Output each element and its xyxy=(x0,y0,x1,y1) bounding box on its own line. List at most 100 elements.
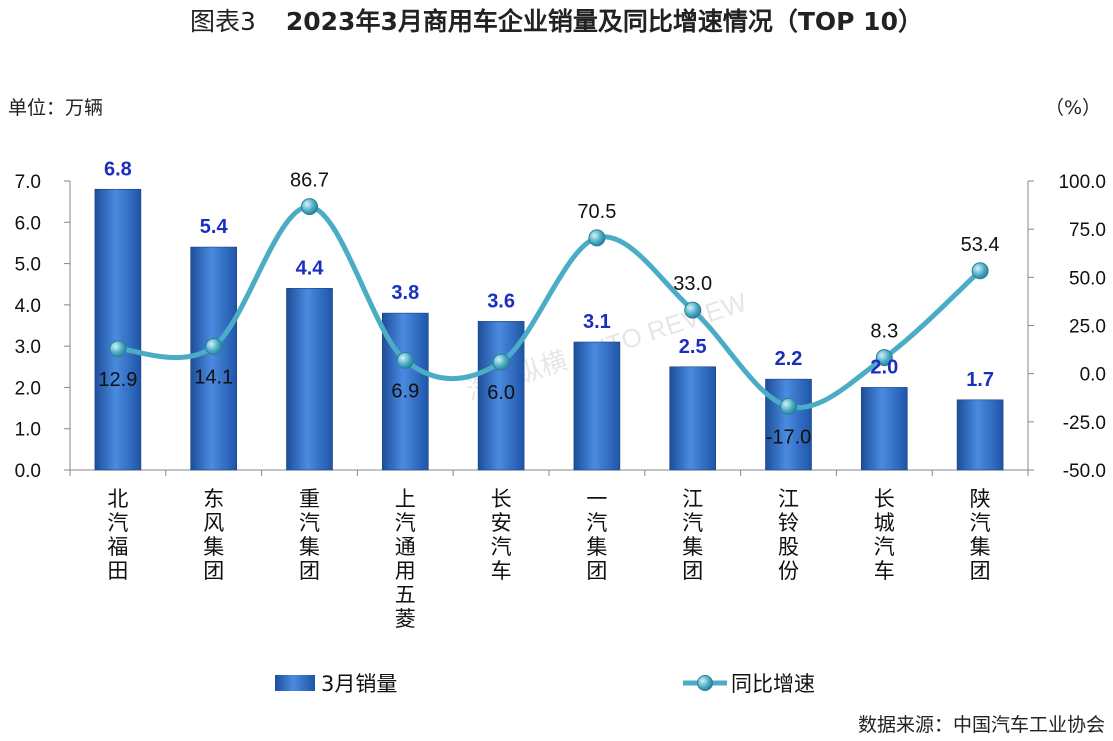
left-tick-label: 0.0 xyxy=(15,461,41,482)
category-label-char: 上 xyxy=(395,487,416,511)
category-label-char: 汽 xyxy=(395,511,416,535)
line-data-label: 86.7 xyxy=(290,170,329,192)
category-label-char: 团 xyxy=(203,559,224,583)
category-label-char: 集 xyxy=(970,535,991,559)
bar xyxy=(956,399,1004,471)
category-label-char: 汽 xyxy=(586,511,607,535)
category-label-char: 城 xyxy=(874,511,895,535)
left-tick-label: 6.0 xyxy=(15,213,41,234)
growth-rate-marker xyxy=(301,198,318,216)
bar xyxy=(94,188,142,471)
figure-label: 图表3 xyxy=(190,7,256,36)
right-axis-unit: （%） xyxy=(1044,97,1101,119)
category-label-char: 铃 xyxy=(778,511,799,535)
category-label-char: 集 xyxy=(299,535,320,559)
bar-data-label: 2.5 xyxy=(679,336,707,358)
growth-rate-marker xyxy=(971,262,989,280)
category-label-char: 团 xyxy=(682,559,703,583)
chart-title-row: 图表3 2023年3月商用车企业销量及同比增速情况（TOP 10） xyxy=(0,6,1113,38)
category-label-char: 份 xyxy=(778,559,799,583)
bar xyxy=(190,246,237,471)
category-label-char: 福 xyxy=(107,535,128,559)
right-tick-label: 0.0 xyxy=(1080,365,1106,386)
category-label-char: 集 xyxy=(203,535,224,559)
category-label-char: 汽 xyxy=(107,511,128,535)
category-label-char: 一 xyxy=(586,487,607,511)
category-label-char: 汽 xyxy=(682,511,703,535)
growth-rate-marker xyxy=(205,338,223,356)
category-label-char: 汽 xyxy=(970,511,991,535)
line-data-label: 33.0 xyxy=(673,273,712,295)
bar-data-label: 3.8 xyxy=(391,282,419,304)
left-tick-label: 3.0 xyxy=(15,337,41,358)
combo-chart: 汽车纵横 AUTO REVIEW 0.01.02.03.04.05.06.07.… xyxy=(15,158,1106,696)
left-tick-label: 2.0 xyxy=(15,378,41,399)
category-label-char: 团 xyxy=(299,559,320,583)
category-label-char: 用 xyxy=(395,559,416,583)
bar xyxy=(765,378,812,471)
category-label-char: 菱 xyxy=(395,607,416,631)
bar-data-label: 2.0 xyxy=(870,356,898,378)
bar-data-label: 2.2 xyxy=(775,348,803,370)
category-label-char: 车 xyxy=(874,559,895,583)
growth-rate-marker xyxy=(492,353,510,371)
category-label-char: 通 xyxy=(395,535,416,559)
category-label-char: 长 xyxy=(491,487,512,511)
left-tick-label: 7.0 xyxy=(15,172,41,193)
category-label-char: 五 xyxy=(395,583,416,607)
left-tick-label: 1.0 xyxy=(15,420,41,441)
growth-rate-marker xyxy=(684,301,702,319)
data-source: 数据来源：中国汽车工业协会 xyxy=(857,714,1105,736)
category-label-char: 汽 xyxy=(874,535,895,559)
category-label-char: 股 xyxy=(778,535,799,559)
right-tick-label: 25.0 xyxy=(1069,317,1106,338)
category-label-char: 安 xyxy=(491,511,512,535)
legend-bar-swatch xyxy=(275,675,315,691)
growth-rate-marker xyxy=(780,397,797,415)
line-data-label: 8.3 xyxy=(870,321,898,343)
line-data-label: 6.9 xyxy=(391,380,419,402)
right-tick-label: 50.0 xyxy=(1069,268,1106,289)
category-label-char: 汽 xyxy=(299,511,320,535)
growth-rate-marker xyxy=(396,351,414,369)
growth-rate-line xyxy=(117,204,982,411)
category-label-char: 风 xyxy=(203,511,224,535)
category-label-char: 重 xyxy=(299,487,320,511)
category-label-char: 东 xyxy=(203,487,224,511)
bar-data-label: 5.4 xyxy=(200,216,229,238)
category-label-char: 北 xyxy=(107,487,128,511)
bar xyxy=(573,341,621,471)
right-tick-label: 100.0 xyxy=(1058,172,1106,193)
right-tick-label: -25.0 xyxy=(1063,413,1106,434)
bar-data-label: 1.7 xyxy=(966,369,994,391)
bar xyxy=(381,312,429,471)
line-data-label: 6.0 xyxy=(487,382,515,404)
line-data-label: 53.4 xyxy=(961,234,1000,256)
category-label-char: 集 xyxy=(586,535,607,559)
category-label-char: 汽 xyxy=(491,535,512,559)
category-label-char: 团 xyxy=(970,559,991,583)
growth-rate-marker xyxy=(109,340,127,358)
legend-bar-label: 3月销量 xyxy=(321,672,397,696)
right-tick-label: -50.0 xyxy=(1063,461,1106,482)
bar xyxy=(286,288,333,471)
bar-data-label: 6.8 xyxy=(104,158,132,180)
left-tick-label: 5.0 xyxy=(15,255,41,276)
bar xyxy=(860,387,908,471)
growth-rate-marker xyxy=(588,229,606,247)
category-label-char: 陕 xyxy=(970,487,991,511)
category-label-char: 长 xyxy=(874,487,895,511)
category-label-char: 车 xyxy=(491,559,512,583)
left-tick-label: 4.0 xyxy=(15,296,41,317)
legend-line-label: 同比增速 xyxy=(731,672,815,696)
bar-data-label: 4.4 xyxy=(296,257,325,279)
chart-title: 2023年3月商用车企业销量及同比增速情况（TOP 10） xyxy=(285,7,923,36)
bar-data-label: 3.1 xyxy=(583,311,611,333)
line-data-label: -17.0 xyxy=(766,426,812,448)
growth-rate-marker xyxy=(875,349,893,367)
category-label-char: 集 xyxy=(682,535,703,559)
line-data-label: 12.9 xyxy=(98,369,137,391)
left-axis-unit: 单位：万辆 xyxy=(8,97,104,119)
line-data-label: 14.1 xyxy=(194,367,233,389)
category-label-char: 田 xyxy=(107,559,128,583)
